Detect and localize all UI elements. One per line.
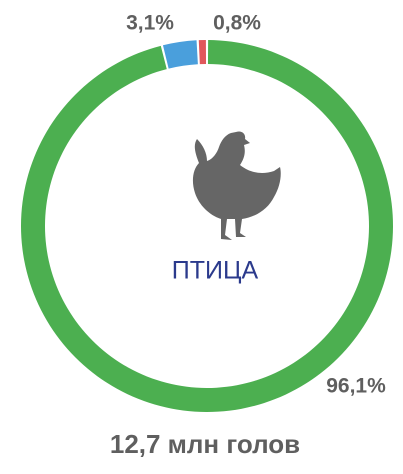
chart-title: 12,7 млн голов xyxy=(110,429,300,459)
data-label: 3,1% xyxy=(126,12,174,35)
data-label: 0,8% xyxy=(213,12,261,35)
center-label: ПТИЦА xyxy=(172,257,259,285)
donut-segment xyxy=(162,40,198,69)
donut-segment xyxy=(198,40,207,65)
donut-segment xyxy=(21,40,393,412)
chicken-icon xyxy=(192,131,281,240)
data-label: 96,1% xyxy=(326,375,386,398)
